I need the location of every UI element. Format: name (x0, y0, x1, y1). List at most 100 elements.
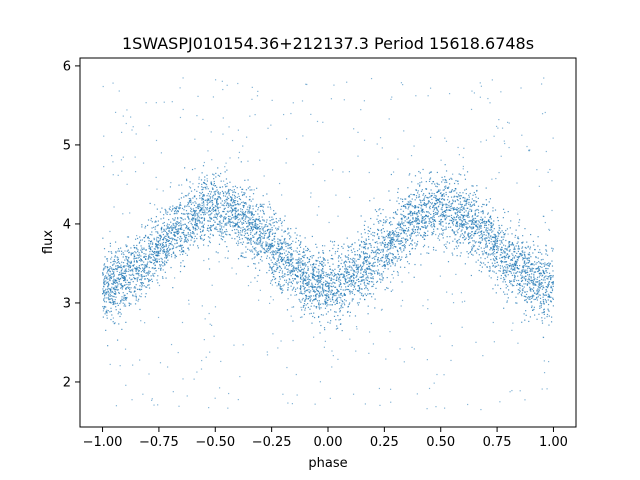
data-point (551, 292, 553, 294)
data-point (234, 215, 237, 217)
data-point (379, 274, 381, 276)
data-point (302, 264, 304, 266)
data-point (523, 257, 525, 260)
data-point (295, 250, 297, 252)
data-point (228, 210, 230, 212)
data-point (241, 194, 244, 197)
data-point (232, 194, 234, 196)
data-point (130, 262, 132, 264)
data-point (192, 217, 194, 220)
data-point (256, 240, 258, 242)
data-point (233, 217, 235, 219)
data-point (227, 250, 229, 252)
data-point (450, 190, 453, 192)
data-point (552, 283, 554, 285)
data-point (341, 295, 344, 297)
data-point (219, 228, 221, 230)
data-point (345, 288, 347, 291)
data-point (192, 217, 194, 219)
data-point (269, 249, 271, 251)
data-point (428, 221, 430, 223)
data-point (349, 315, 351, 317)
data-point (367, 248, 369, 250)
data-point (480, 231, 482, 233)
data-point (195, 202, 197, 204)
data-point (408, 196, 411, 198)
data-point (122, 277, 124, 279)
data-point (138, 267, 141, 269)
data-point (168, 254, 170, 257)
data-point (128, 265, 130, 267)
data-point (200, 197, 203, 199)
data-point (300, 266, 302, 268)
data-point (471, 231, 473, 233)
data-point (208, 201, 211, 203)
data-point (453, 208, 456, 211)
data-point (474, 217, 477, 220)
data-point (476, 200, 478, 203)
data-point (548, 276, 550, 278)
data-point (545, 294, 547, 296)
data-point (216, 198, 218, 200)
data-point (471, 216, 473, 218)
data-point (190, 235, 192, 237)
data-point (377, 228, 379, 230)
data-point (311, 288, 314, 290)
data-point (162, 238, 165, 240)
data-point (403, 249, 405, 252)
data-point (518, 271, 520, 273)
data-point (185, 210, 188, 212)
data-point (226, 203, 228, 205)
data-point (410, 193, 412, 196)
data-point (397, 224, 399, 226)
data-point (461, 221, 463, 223)
data-point (338, 265, 340, 267)
data-point (133, 264, 135, 266)
data-point (160, 268, 162, 270)
data-point (340, 262, 342, 265)
data-point (269, 223, 271, 225)
data-point (463, 216, 465, 218)
data-point (466, 251, 468, 253)
data-point (227, 204, 230, 206)
data-point (390, 241, 392, 243)
data-point (173, 233, 176, 235)
data-point (391, 242, 393, 244)
data-point (245, 189, 248, 191)
data-point (488, 224, 490, 226)
data-point (453, 232, 455, 234)
data-point (433, 230, 435, 233)
data-point (254, 263, 256, 265)
data-point (240, 161, 242, 163)
data-point (424, 225, 426, 227)
data-point (444, 215, 446, 217)
data-point (220, 235, 222, 237)
data-point (464, 232, 466, 234)
data-point (491, 236, 493, 238)
data-point (468, 203, 470, 205)
data-point (145, 275, 147, 277)
data-point (336, 277, 338, 279)
data-point (521, 254, 523, 257)
data-point (173, 231, 175, 234)
data-point (528, 254, 530, 256)
data-point (381, 275, 383, 277)
data-point (331, 254, 333, 257)
data-point (113, 282, 116, 284)
data-point (429, 208, 431, 210)
data-point (280, 285, 282, 288)
data-point (110, 310, 112, 312)
data-point (124, 259, 126, 261)
data-point (215, 172, 217, 175)
data-point (145, 293, 147, 295)
data-point (192, 226, 194, 228)
data-point (436, 199, 438, 201)
data-point (428, 180, 431, 182)
data-point (148, 242, 150, 245)
data-point (187, 222, 190, 224)
data-point (415, 220, 418, 222)
data-point (365, 286, 367, 288)
data-point (432, 223, 435, 225)
data-point (385, 243, 387, 246)
data-point (193, 210, 195, 213)
